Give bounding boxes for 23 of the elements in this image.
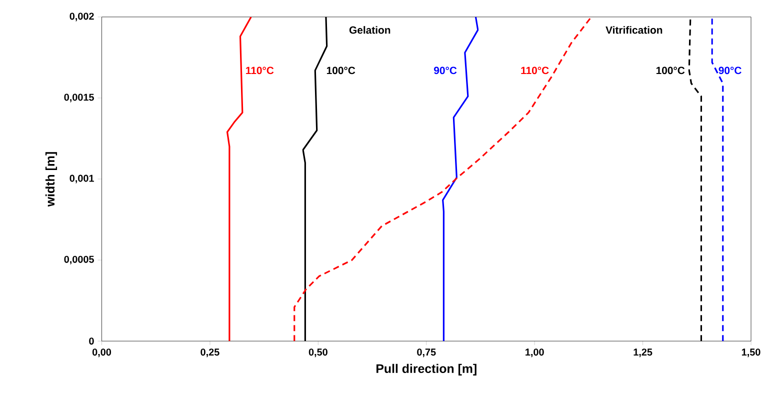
x-tick-label: 1,50 <box>742 348 760 358</box>
x-axis-title: Pull direction [m] <box>376 364 476 376</box>
y-tick-label: 0,0015 <box>64 94 94 102</box>
x-tick-label: 0,50 <box>308 348 328 358</box>
series-label: 110°C <box>521 66 549 74</box>
y-tick-label: 0,001 <box>70 174 94 184</box>
annotation: Vitrification <box>606 26 662 34</box>
x-tick-label: 1,00 <box>526 348 544 358</box>
series-label: 110°C <box>246 66 274 74</box>
y-tick-label: 0,0005 <box>64 256 94 264</box>
series-label: 100°C <box>656 66 685 74</box>
x-tick-label: 0,25 <box>200 348 220 358</box>
series-label: 100°C <box>326 66 356 74</box>
x-tick-label: 1,25 <box>634 348 652 358</box>
y-tick-label: 0,002 <box>70 12 94 22</box>
annotation: Gelation <box>349 26 390 34</box>
y-axis-title: width [m] <box>45 152 58 207</box>
line-series <box>294 16 592 342</box>
series-label: 90°C <box>434 66 457 74</box>
y-tick-label: 0 <box>89 338 94 345</box>
x-tick-label: 0,75 <box>417 348 436 358</box>
x-tick-label: 0,00 <box>92 348 112 358</box>
series-label: 90°C <box>718 66 742 74</box>
